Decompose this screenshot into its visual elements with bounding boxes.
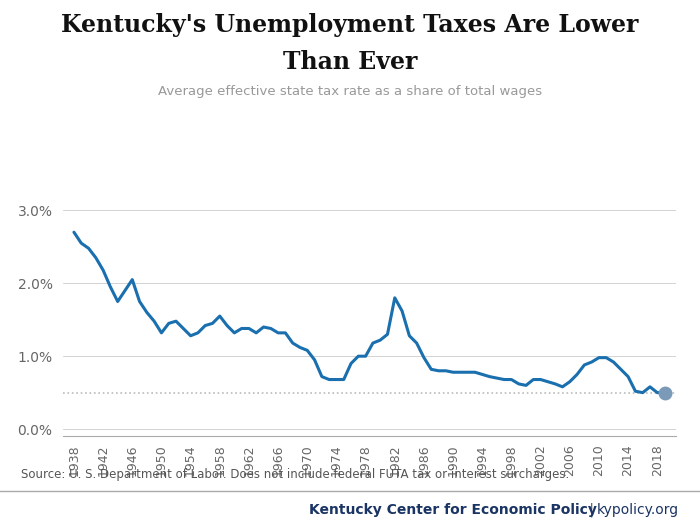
Text: Source: U. S. Department of Labor. Does not include federal FUTA tax or interest: Source: U. S. Department of Labor. Does … bbox=[21, 468, 569, 481]
Text: kypolicy.org: kypolicy.org bbox=[597, 503, 679, 517]
Text: Average effective state tax rate as a share of total wages: Average effective state tax rate as a sh… bbox=[158, 85, 542, 98]
Text: Kentucky's Unemployment Taxes Are Lower: Kentucky's Unemployment Taxes Are Lower bbox=[62, 13, 638, 37]
Text: Kentucky Center for Economic Policy: Kentucky Center for Economic Policy bbox=[309, 503, 596, 517]
Text: |: | bbox=[585, 503, 598, 517]
Text: Than Ever: Than Ever bbox=[283, 50, 417, 74]
